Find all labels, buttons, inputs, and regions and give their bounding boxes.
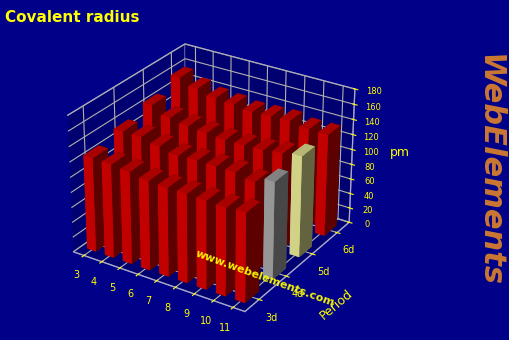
- Text: Covalent radius: Covalent radius: [5, 10, 139, 25]
- Text: www.webelements.com: www.webelements.com: [193, 248, 335, 308]
- Text: WebElements: WebElements: [474, 53, 503, 287]
- Y-axis label: Period: Period: [317, 287, 354, 323]
